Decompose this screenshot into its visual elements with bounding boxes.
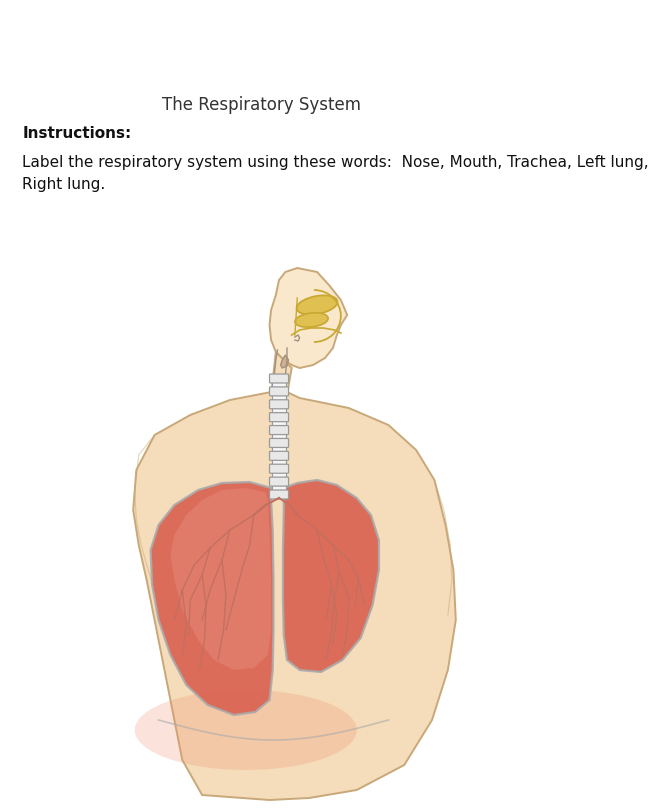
Polygon shape: [283, 480, 379, 672]
Text: The Respiratory System: The Respiratory System: [162, 96, 361, 114]
FancyBboxPatch shape: [269, 426, 288, 435]
Ellipse shape: [135, 690, 356, 770]
FancyBboxPatch shape: [269, 400, 288, 409]
Ellipse shape: [295, 313, 328, 327]
FancyBboxPatch shape: [269, 477, 288, 486]
FancyBboxPatch shape: [269, 374, 288, 383]
FancyBboxPatch shape: [269, 439, 288, 448]
Polygon shape: [170, 488, 271, 670]
Bar: [272, 375, 286, 498]
FancyBboxPatch shape: [269, 413, 288, 422]
FancyBboxPatch shape: [269, 464, 288, 474]
Text: Label the respiratory system using these words:  Nose, Mouth, Trachea, Left lung: Label the respiratory system using these…: [22, 155, 649, 192]
Polygon shape: [133, 392, 456, 800]
Polygon shape: [150, 482, 273, 715]
Polygon shape: [280, 355, 288, 368]
Polygon shape: [271, 352, 292, 395]
Polygon shape: [269, 268, 347, 368]
FancyBboxPatch shape: [269, 387, 288, 396]
Text: Instructions:: Instructions:: [22, 126, 131, 140]
FancyBboxPatch shape: [269, 490, 288, 499]
FancyBboxPatch shape: [269, 452, 288, 461]
Ellipse shape: [296, 295, 337, 315]
